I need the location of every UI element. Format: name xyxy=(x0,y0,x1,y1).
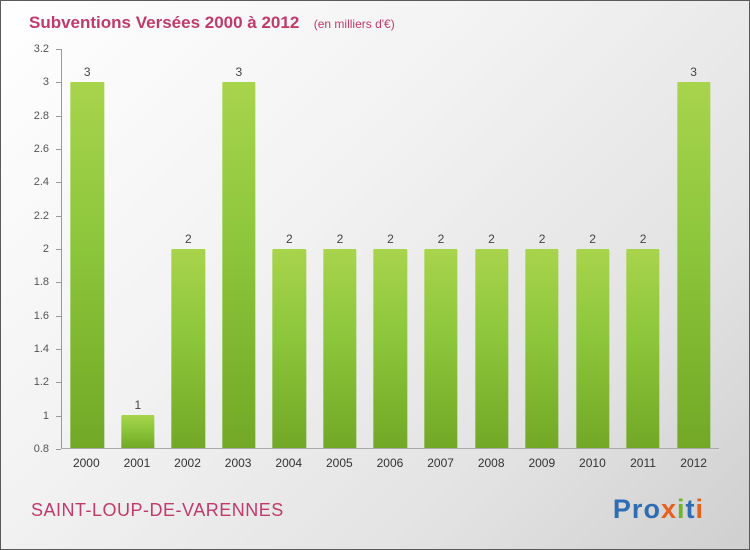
bar-2000 xyxy=(70,82,104,448)
bar-slot-2011: 2 xyxy=(618,49,669,448)
logo-letter-6: i xyxy=(695,494,704,524)
bar-value-label-2012: 3 xyxy=(690,65,697,80)
commune-name: SAINT-LOUP-DE-VARENNES xyxy=(31,500,284,520)
bar-value-label-2005: 2 xyxy=(336,231,344,246)
bar-value-label-2011: 2 xyxy=(639,231,647,246)
y-tick-mark-2.6 xyxy=(56,149,61,150)
chart-subtitle: (en milliers d'€) xyxy=(313,17,395,31)
x-tick-label-2010: 2010 xyxy=(579,456,606,470)
bar-2004 xyxy=(272,248,307,448)
y-tick-label-1.2: 1.2 xyxy=(33,376,49,389)
bar-2012 xyxy=(676,82,711,448)
bar-2006 xyxy=(373,248,408,448)
x-tick-label-2002: 2002 xyxy=(174,456,201,470)
y-tick-label-2.4: 2.4 xyxy=(33,176,49,189)
x-tick-label-2005: 2005 xyxy=(326,456,353,470)
bar-2003 xyxy=(222,82,256,448)
logo-letter-5: t xyxy=(685,494,696,524)
bar-value-label-2002: 2 xyxy=(184,231,192,246)
bar-2005 xyxy=(323,248,357,448)
plot-area: 3 1 2 3 2 2 2 2 2 2 2 2 3 xyxy=(61,49,719,449)
y-tick-mark-2.4 xyxy=(56,182,61,184)
proxiti-logo: Proxiti xyxy=(613,494,704,525)
y-tick-label-2: 2 xyxy=(42,243,49,255)
y-tick-mark-1.4 xyxy=(56,349,61,350)
y-tick-mark-3.2 xyxy=(56,49,61,50)
chart-title: Subventions Versées 2000 à 2012 xyxy=(29,13,300,32)
bar-2011 xyxy=(626,248,660,448)
y-tick-label-3: 3 xyxy=(42,76,49,89)
x-tick-label-2008: 2008 xyxy=(477,456,505,470)
bar-slot-2000: 3 xyxy=(62,49,113,448)
bar-value-label-2001: 1 xyxy=(134,397,142,412)
y-axis: 3.2 3 2.8 2.6 2.4 2.2 2 1.8 1.6 1.4 1.2 1 0.8 xyxy=(1,43,61,455)
bar-2007 xyxy=(424,248,458,448)
bar-2010 xyxy=(575,248,610,448)
y-tick-label-1.8: 1.8 xyxy=(33,276,49,289)
x-axis-labels: 2000 2001 2002 2003 2004 2005 2006 2007 2008 2009… xyxy=(61,456,719,470)
logo-letter-2: o xyxy=(643,494,661,524)
x-tick-label-2011: 2011 xyxy=(630,456,656,470)
x-tick-label-2000: 2000 xyxy=(72,456,100,470)
bar-slot-2005: 2 xyxy=(315,49,366,448)
chart-header: Subventions Versées 2000 à 2012 (en mill… xyxy=(29,13,395,33)
x-tick-label-2009: 2009 xyxy=(528,456,556,470)
y-tick-mark-2 xyxy=(56,249,61,250)
y-tick-label-1.4: 1.4 xyxy=(33,343,49,355)
bar-value-label-2008: 2 xyxy=(488,231,495,246)
y-tick-label-0.8: 0.8 xyxy=(33,443,49,455)
bar-slot-2008: 2 xyxy=(466,49,517,448)
y-tick-label-2.2: 2.2 xyxy=(33,209,49,222)
bar-slot-2006: 2 xyxy=(365,49,416,448)
bar-slot-2001: 1 xyxy=(113,49,164,448)
y-tick-mark-1 xyxy=(56,415,61,417)
bars-layer: 3 1 2 3 2 2 2 2 2 2 2 2 3 xyxy=(62,49,719,448)
bar-slot-2002: 2 xyxy=(163,49,214,448)
bar-slot-2007: 2 xyxy=(416,49,467,448)
x-tick-label-2003: 2003 xyxy=(224,456,252,470)
logo-letter-4: i xyxy=(676,494,686,524)
y-tick-mark-1.6 xyxy=(56,315,61,317)
y-tick-label-3.2: 3.2 xyxy=(33,43,49,55)
x-tick-label-2001: 2001 xyxy=(123,456,151,470)
y-tick-label-2.6: 2.6 xyxy=(33,143,49,155)
bar-2008 xyxy=(474,248,509,448)
bar-2001 xyxy=(121,414,155,448)
x-tick-label-2006: 2006 xyxy=(376,456,404,470)
bar-slot-2010: 2 xyxy=(567,49,618,448)
x-tick-label-2012: 2012 xyxy=(680,456,707,470)
bar-value-label-2006: 2 xyxy=(387,231,394,246)
logo-letter-1: r xyxy=(631,494,644,524)
bar-value-label-2009: 2 xyxy=(538,231,546,246)
y-tick-mark-1.2 xyxy=(56,382,61,384)
bar-value-label-2000: 3 xyxy=(83,65,91,80)
bar-slot-2009: 2 xyxy=(517,49,568,448)
bar-value-label-2003: 3 xyxy=(235,65,243,80)
logo-letter-0: P xyxy=(612,494,632,524)
logo-letter-3: x xyxy=(660,494,677,524)
bar-slot-2012: 3 xyxy=(668,49,719,448)
x-tick-label-2004: 2004 xyxy=(275,456,303,470)
y-tick-label-2.8: 2.8 xyxy=(33,109,49,122)
y-tick-label-1.6: 1.6 xyxy=(33,309,49,322)
y-tick-label-1: 1 xyxy=(42,409,49,422)
y-tick-mark-2.8 xyxy=(56,115,61,117)
bar-value-label-2010: 2 xyxy=(589,231,596,246)
y-tick-mark-3 xyxy=(56,82,61,84)
bar-2002 xyxy=(171,248,205,448)
y-tick-mark-1.8 xyxy=(56,282,61,284)
bar-value-label-2007: 2 xyxy=(437,231,445,246)
x-tick-label-2007: 2007 xyxy=(427,456,454,470)
bar-slot-2004: 2 xyxy=(264,49,315,448)
bar-value-label-2004: 2 xyxy=(286,231,293,246)
bar-slot-2003: 3 xyxy=(214,49,265,448)
bar-2009 xyxy=(525,248,559,448)
y-tick-mark-0.8 xyxy=(56,449,61,450)
y-tick-mark-2.2 xyxy=(56,215,61,217)
